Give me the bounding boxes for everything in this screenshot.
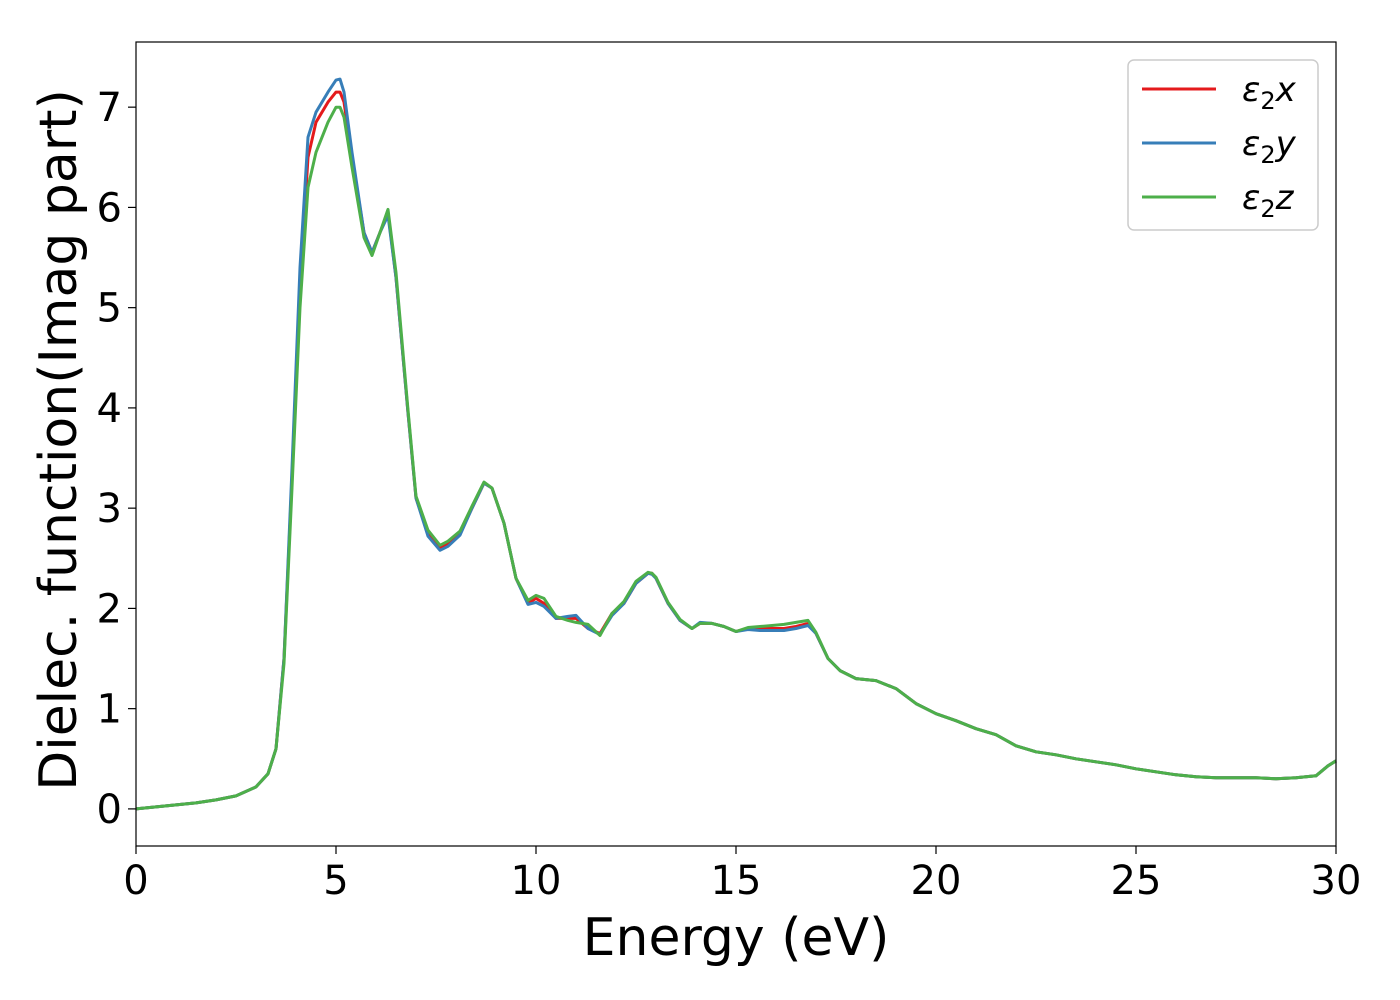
series-line-z — [135, 105, 1337, 811]
y-tick-label: 6 — [97, 185, 122, 231]
y-axis-label: Dielec. function(Imag part) — [29, 89, 89, 791]
x-tick-label: 5 — [323, 858, 348, 904]
y-tick-label: 2 — [97, 586, 122, 632]
x-tick-label: 15 — [711, 858, 762, 904]
y-tick-label: 7 — [97, 85, 122, 131]
legend-box — [1127, 59, 1319, 231]
y-tick-label: 1 — [97, 687, 122, 733]
x-tick-label: 0 — [123, 858, 148, 904]
y-axis: 0 1 2 3 4 5 6 7 — [97, 85, 136, 833]
x-tick-label: 30 — [1311, 858, 1362, 904]
legend-label-z: ε2z — [1242, 178, 1295, 223]
x-axis-label: Energy (eV) — [583, 908, 890, 968]
y-tick-label: 0 — [97, 787, 122, 833]
legend: ε2x ε2y ε2z — [1127, 59, 1319, 231]
x-axis: 0 5 10 15 20 25 30 — [123, 846, 1361, 904]
series-lines — [135, 77, 1337, 811]
x-tick-label: 10 — [511, 858, 562, 904]
legend-label-y: ε2y — [1242, 124, 1297, 169]
y-tick-label: 5 — [97, 286, 122, 332]
x-tick-label: 20 — [911, 858, 962, 904]
x-tick-label: 25 — [1111, 858, 1162, 904]
y-tick-label: 3 — [97, 486, 122, 532]
legend-label-x: ε2x — [1242, 70, 1297, 115]
y-tick-label: 4 — [97, 386, 122, 432]
